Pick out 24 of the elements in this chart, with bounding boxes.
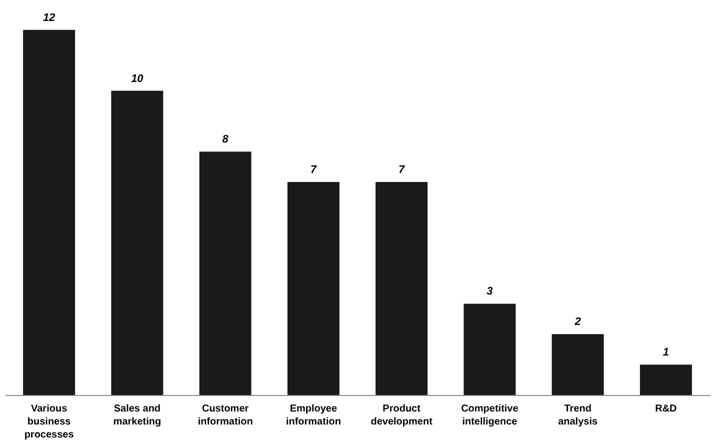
bar	[464, 304, 516, 395]
x-tick-label: Customer information	[198, 404, 253, 428]
bar	[376, 182, 428, 395]
bar	[111, 90, 164, 395]
x-tick-label: Various business processes	[24, 404, 74, 440]
x-tick-label: Employee information	[286, 404, 341, 428]
data-label: 10	[131, 72, 144, 85]
bar	[640, 364, 692, 395]
data-label: 8	[222, 134, 230, 146]
x-tick-label: Competitive intelligence	[461, 404, 519, 428]
data-label: 3	[486, 286, 493, 298]
data-label: 7	[310, 164, 318, 176]
x-tick-label: Sales and marketing	[113, 404, 162, 428]
bar	[552, 334, 604, 395]
data-label: 7	[398, 164, 406, 176]
bar	[23, 30, 76, 395]
bar	[199, 152, 252, 395]
data-label: 2	[574, 316, 581, 328]
x-tick-label: Trend analysis	[558, 404, 598, 428]
x-tick-label: R&D	[655, 404, 677, 414]
bar	[287, 182, 340, 395]
data-label: 1	[662, 346, 669, 359]
x-tick-label: Product development	[370, 404, 434, 428]
data-label: 12	[42, 12, 56, 24]
